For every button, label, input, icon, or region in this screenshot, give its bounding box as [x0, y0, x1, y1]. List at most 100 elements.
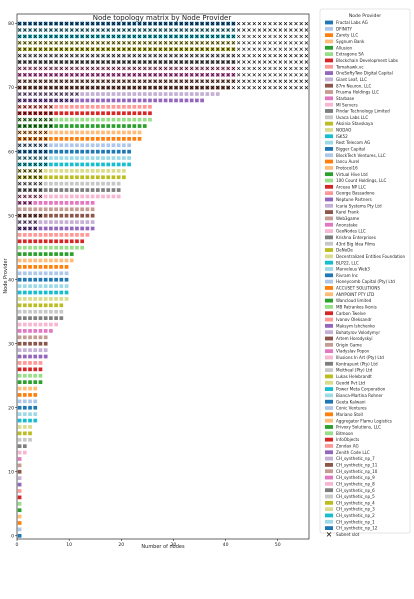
subnet-slot-marker	[200, 28, 204, 32]
subnet-slot-marker	[80, 79, 84, 83]
subnet-slot-marker	[28, 156, 32, 160]
node-marker	[33, 207, 38, 212]
subnet-slot-marker	[153, 60, 157, 64]
subnet-slot-marker	[75, 60, 79, 64]
node-marker	[95, 98, 100, 103]
subnet-slot-marker	[85, 34, 90, 39]
subnet-slot-marker	[106, 60, 110, 64]
subnet-slot-marker	[64, 66, 69, 71]
node-marker	[80, 117, 85, 122]
node-marker	[17, 233, 22, 237]
subnet-slot-marker	[33, 124, 37, 128]
node-marker	[111, 188, 116, 192]
subnet-slot-marker	[101, 66, 105, 71]
node-marker	[116, 169, 121, 173]
subnet-slot-marker	[158, 60, 163, 64]
subnet-slot-marker	[17, 21, 22, 26]
node-marker	[22, 303, 27, 308]
node-marker	[132, 130, 137, 135]
node-marker	[17, 444, 22, 449]
subnet-slot-marker	[80, 41, 84, 45]
node-marker	[75, 194, 79, 199]
node-marker	[22, 290, 27, 295]
node-marker	[116, 104, 121, 109]
subnet-slot-marker	[299, 79, 303, 83]
subnet-slot-marker	[174, 47, 178, 51]
subnet-slot-marker	[90, 85, 95, 90]
node-marker	[101, 156, 105, 160]
subnet-slot-marker	[59, 85, 64, 90]
legend-label: CH_synthetic_np_4	[336, 500, 375, 505]
subnet-slot-marker	[294, 73, 298, 77]
subnet-slot-marker	[137, 47, 142, 51]
subnet-slot-marker	[132, 28, 137, 32]
legend-label: Geodd Pvt Ltd	[336, 380, 365, 385]
node-marker	[54, 156, 58, 160]
subnet-slot-marker	[38, 60, 43, 64]
legend-swatch	[325, 481, 333, 486]
subnet-slot-marker	[49, 34, 53, 39]
subnet-slot-marker	[33, 60, 37, 64]
subnet-slot-marker	[90, 34, 95, 39]
subnet-slot-marker	[195, 79, 199, 83]
subnet-slot-marker	[153, 79, 157, 83]
node-marker	[43, 258, 48, 263]
node-marker	[101, 92, 105, 96]
subnet-slot-marker	[278, 60, 283, 64]
node-marker	[43, 297, 48, 301]
legend-swatch	[325, 64, 333, 69]
node-marker	[205, 92, 210, 96]
subnet-slot-marker	[17, 92, 22, 96]
legend-swatch	[325, 147, 333, 151]
subnet-slot-marker	[127, 60, 131, 64]
node-marker	[49, 226, 53, 231]
subnet-slot-marker	[216, 73, 220, 77]
legend-label: CH_synthetic_np_7	[336, 456, 375, 461]
node-marker	[75, 188, 79, 192]
node-marker	[153, 98, 158, 103]
subnet-slot-marker	[205, 41, 210, 45]
legend-label: Giant Leaf, LLC	[336, 77, 367, 82]
node-marker	[54, 233, 58, 237]
node-marker	[22, 418, 27, 423]
node-marker	[95, 117, 100, 122]
subnet-slot-marker	[231, 73, 236, 77]
subnet-slot-marker	[216, 28, 220, 32]
node-marker	[69, 188, 74, 192]
node-marker	[17, 425, 22, 429]
subnet-slot-marker	[304, 34, 309, 39]
node-marker	[54, 207, 58, 212]
node-marker	[137, 92, 142, 96]
legend-swatch	[325, 399, 333, 404]
legend-label: Mariano Stoll	[336, 412, 363, 417]
subnet-slot-marker	[236, 85, 241, 90]
subnet-slot-marker	[273, 73, 277, 77]
subnet-slot-marker	[23, 124, 27, 128]
subnet-slot-marker	[33, 47, 37, 51]
node-marker	[59, 201, 64, 205]
legend-label: Sygnum Bank	[336, 39, 365, 44]
node-marker	[54, 149, 58, 154]
node-marker	[22, 393, 27, 397]
subnet-slot-marker	[184, 34, 189, 39]
subnet-slot-marker	[23, 181, 27, 186]
node-marker	[64, 162, 69, 167]
node-marker	[28, 316, 32, 320]
node-marker	[43, 271, 48, 276]
legend-label: Vladyslav Popov	[336, 349, 370, 354]
node-marker	[33, 297, 38, 301]
subnet-slot-marker	[116, 85, 121, 90]
legend-label: Lukas Helebrandt	[336, 374, 372, 379]
subnet-slot-marker	[17, 156, 22, 160]
subnet-slot-marker	[59, 92, 64, 96]
node-marker	[38, 239, 43, 244]
node-marker	[49, 265, 53, 269]
subnet-slot-marker	[43, 111, 48, 115]
subnet-slot-marker	[247, 79, 251, 83]
legend-swatch	[325, 494, 333, 499]
subnet-slot-marker	[283, 73, 288, 77]
legend-swatch	[325, 273, 333, 278]
node-marker	[80, 111, 85, 116]
subnet-slot-marker	[80, 66, 84, 71]
